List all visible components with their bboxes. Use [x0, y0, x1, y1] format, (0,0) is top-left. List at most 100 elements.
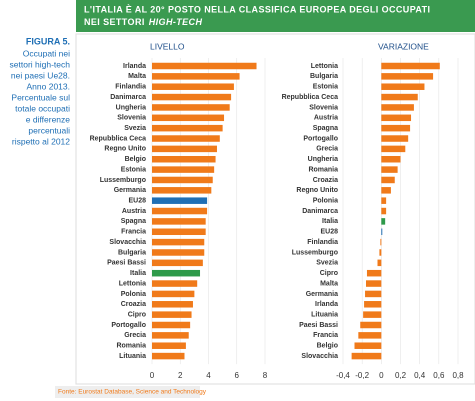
- y-tick-label: Austria: [314, 115, 338, 122]
- caption-line: Percentuale sul: [11, 92, 70, 102]
- caption-line: percentuali: [28, 125, 70, 135]
- y-tick-label: Francia: [121, 229, 146, 236]
- y-tick-label: Malta: [320, 280, 338, 287]
- y-tick-label: Germania: [306, 291, 338, 298]
- y-tick-label: Austria: [122, 208, 146, 215]
- bar: [152, 166, 215, 173]
- caption-line: e differenze: [26, 114, 71, 124]
- bar: [381, 197, 387, 204]
- bar: [354, 342, 382, 349]
- bar: [358, 332, 382, 339]
- caption-line: settori high-tech: [10, 59, 71, 69]
- bar: [381, 228, 383, 236]
- bar: [381, 73, 434, 80]
- bar: [381, 155, 401, 163]
- y-tick-label: Francia: [313, 332, 338, 339]
- bar: [152, 228, 206, 236]
- bar: [381, 93, 418, 101]
- bar: [381, 62, 440, 70]
- bar: [152, 238, 205, 246]
- y-tick-label: EU28: [128, 198, 146, 205]
- y-tick-label: Slovacchia: [301, 353, 338, 360]
- bar: [381, 83, 425, 90]
- y-tick-label: Finlandia: [307, 239, 338, 246]
- y-tick-label: Lettonia: [311, 63, 338, 70]
- y-tick-label: Belgio: [317, 343, 338, 350]
- source-box: [55, 386, 200, 398]
- y-tick-label: Lituania: [311, 311, 338, 318]
- bar: [351, 352, 382, 360]
- bar: [152, 73, 240, 80]
- bar: [380, 238, 382, 246]
- y-tick-label: Svezia: [124, 125, 146, 132]
- y-tick-label: Finlandia: [115, 84, 146, 91]
- y-tick-label: Polonia: [121, 291, 146, 298]
- y-tick-label: Regno Unito: [296, 187, 338, 194]
- y-tick-label: Croazia: [121, 301, 146, 308]
- bar: [152, 290, 195, 298]
- y-tick-label: Spagna: [313, 125, 338, 132]
- bar: [152, 114, 225, 122]
- x-tick-label: 0,4: [414, 371, 426, 380]
- caption-line: Anno 2013.: [27, 81, 70, 91]
- y-tick-label: Belgio: [125, 156, 146, 163]
- x-tick-label: 0,2: [395, 371, 407, 380]
- y-tick-label: Ungheria: [308, 156, 338, 163]
- figure-label: FIGURA 5.: [26, 36, 70, 46]
- bar: [152, 259, 203, 267]
- panel-title: VARIAZIONE: [378, 41, 429, 51]
- bar: [152, 197, 208, 204]
- title-italic: HIGH-TECH: [149, 17, 203, 27]
- y-tick-label: Romania: [308, 166, 338, 173]
- y-tick-label: Repubblica Ceca: [282, 94, 339, 101]
- bar: [381, 207, 387, 215]
- y-tick-label: Cipro: [128, 311, 146, 318]
- y-tick-label: Cipro: [320, 270, 338, 277]
- x-tick-label: 0: [379, 371, 384, 380]
- bar: [360, 321, 382, 329]
- bar: [381, 187, 391, 194]
- caption-line: Occupati nei: [23, 48, 70, 58]
- title: L'ITALIA È AL 20° POSTO NELLA CLASSIFICA…: [84, 4, 430, 14]
- bar: [363, 311, 382, 318]
- y-tick-label: Lituania: [119, 353, 146, 360]
- title-part: NEI SETTORI: [84, 17, 145, 27]
- y-tick-label: Italia: [130, 270, 146, 277]
- y-tick-label: Portogallo: [303, 135, 338, 142]
- bar: [152, 155, 216, 163]
- bar: [152, 280, 198, 287]
- y-tick-label: Irlanda: [315, 301, 338, 308]
- y-tick-label: Slovenia: [309, 104, 338, 111]
- caption-line: totale occupati: [15, 103, 70, 113]
- bar: [152, 342, 186, 349]
- bar: [152, 62, 257, 70]
- bar: [152, 301, 193, 308]
- y-tick-label: Estonia: [121, 166, 146, 173]
- bar: [152, 93, 232, 101]
- y-tick-label: Danimarca: [110, 94, 146, 101]
- y-tick-label: Portogallo: [111, 322, 146, 329]
- y-tick-label: Ungheria: [116, 104, 146, 111]
- bar: [152, 311, 192, 318]
- bar: [381, 135, 409, 142]
- y-tick-label: Slovacchia: [109, 239, 146, 246]
- x-tick-label: -0,4: [336, 371, 350, 380]
- bar: [381, 104, 414, 111]
- y-tick-label: Spagna: [121, 218, 146, 225]
- y-tick-label: Lussemburgo: [100, 177, 146, 184]
- source: Fonte: Eurostat Database, Science and Te…: [58, 389, 207, 396]
- x-tick-label: 2: [178, 371, 183, 380]
- bar: [377, 259, 382, 267]
- bar: [152, 104, 230, 111]
- y-tick-label: Grecia: [124, 332, 146, 339]
- bar: [381, 176, 395, 184]
- bar: [364, 301, 382, 308]
- y-tick-label: Germania: [114, 187, 146, 194]
- y-tick-label: Croazia: [313, 177, 338, 184]
- bar: [152, 124, 223, 132]
- y-tick-label: Bulgaria: [118, 249, 146, 256]
- caption-line: rispetto al 2012: [12, 136, 70, 146]
- y-tick-label: Romania: [116, 343, 146, 350]
- title: NEI SETTORI HIGH-TECH: [84, 17, 202, 27]
